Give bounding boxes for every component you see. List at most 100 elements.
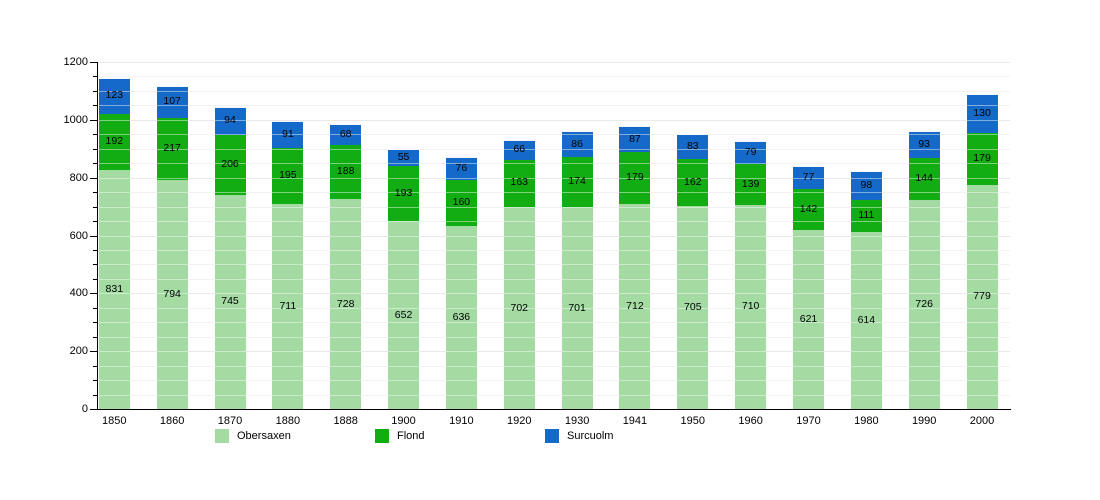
minor-gridline xyxy=(97,76,1010,77)
bar-segment-surcuolm-1970 xyxy=(793,166,824,190)
bar-segment-obersaxen-1850 xyxy=(98,168,130,409)
y-minor-tick xyxy=(93,105,97,106)
y-axis-tick-label: 800 xyxy=(69,172,88,184)
legend: Obersaxen Flond Surcuolm xyxy=(0,428,1100,448)
y-minor-tick xyxy=(93,279,97,280)
bar-segment-flond-1880 xyxy=(272,147,304,205)
bar-segment-obersaxen-1941 xyxy=(619,203,651,409)
y-major-tick xyxy=(90,62,97,63)
bar-segment-flond-1920 xyxy=(503,158,535,207)
y-minor-tick xyxy=(93,264,97,265)
gridlines-under-layer xyxy=(97,62,1010,409)
bar-segment-flond-1941 xyxy=(619,151,651,205)
minor-gridline xyxy=(97,250,1010,251)
bar-segment-obersaxen-1920 xyxy=(503,206,535,409)
bar-segment-obersaxen-1880 xyxy=(272,203,304,409)
bar-segment-flond-1960 xyxy=(735,163,767,205)
bar-segment-obersaxen-1870 xyxy=(214,193,246,409)
y-minor-tick xyxy=(93,207,97,208)
bar-segment-obersaxen-1888 xyxy=(330,198,362,409)
plot-area: 831 192 123 794 217 107 745 206 94 711 195 91 728 188… xyxy=(97,62,1010,409)
bar-segment-surcuolm-1920 xyxy=(503,139,535,160)
bar-segment-obersaxen-2000 xyxy=(966,183,998,409)
y-minor-tick xyxy=(93,366,97,367)
y-major-tick xyxy=(90,236,97,237)
legend-label: Obersaxen xyxy=(237,430,291,442)
x-axis-tick-label-1930: 1930 xyxy=(564,415,590,427)
x-axis-tick-label-1870: 1870 xyxy=(217,415,243,427)
bar-segment-surcuolm-1990 xyxy=(908,130,940,159)
y-axis-tick-label: 600 xyxy=(69,230,88,242)
bar-segment-obersaxen-1950 xyxy=(677,205,709,409)
y-minor-tick xyxy=(93,76,97,77)
x-axis-tick-label-1970: 1970 xyxy=(796,415,821,427)
x-axis-line xyxy=(97,409,1011,410)
bar-segment-surcuolm-1900 xyxy=(388,148,420,166)
bar-segment-obersaxen-1970 xyxy=(793,229,824,409)
y-minor-tick xyxy=(93,192,97,193)
minor-gridline xyxy=(97,308,1010,309)
minor-gridline xyxy=(97,221,1010,222)
bar-segment-surcuolm-1880 xyxy=(272,120,304,148)
bar-segment-surcuolm-1860 xyxy=(156,85,188,118)
bar-segment-obersaxen-1900 xyxy=(388,220,420,409)
bars-layer xyxy=(97,62,1010,409)
y-minor-tick xyxy=(93,91,97,92)
minor-gridline xyxy=(97,192,1010,193)
x-axis-tick-label-1880: 1880 xyxy=(275,415,301,427)
bar-segment-flond-1980 xyxy=(850,199,882,233)
legend-swatch-surcuolm xyxy=(545,429,559,443)
bar-segment-flond-1860 xyxy=(156,116,188,181)
y-minor-tick xyxy=(93,149,97,150)
y-minor-tick xyxy=(93,308,97,309)
y-minor-tick xyxy=(93,380,97,381)
x-axis-tick-label-1920: 1920 xyxy=(507,415,532,427)
minor-gridline xyxy=(97,322,1010,323)
y-major-tick xyxy=(90,351,97,352)
y-minor-tick xyxy=(93,134,97,135)
y-major-tick xyxy=(90,409,97,410)
bar-segment-obersaxen-1980 xyxy=(850,231,882,409)
legend-label: Surcuolm xyxy=(567,430,614,442)
y-minor-tick xyxy=(93,163,97,164)
bar-segment-surcuolm-1950 xyxy=(677,134,709,160)
bar-segment-obersaxen-1860 xyxy=(156,179,188,409)
minor-gridline xyxy=(97,264,1010,265)
x-axis-tick-label-1980: 1980 xyxy=(854,415,879,427)
bar-segment-flond-1930 xyxy=(561,155,593,208)
y-axis-tick-label: 400 xyxy=(69,287,88,299)
x-axis-tick-label-1860: 1860 xyxy=(159,415,185,427)
y-axis-tick-label: 200 xyxy=(69,345,88,357)
minor-gridline xyxy=(97,337,1010,338)
minor-gridline xyxy=(97,366,1010,367)
legend-swatch-obersaxen xyxy=(215,429,229,443)
y-minor-tick xyxy=(93,250,97,251)
x-axis-tick-label-2000: 2000 xyxy=(969,415,995,427)
major-gridline xyxy=(97,293,1010,294)
x-axis-tick-label-1990: 1990 xyxy=(911,415,937,427)
bar-segment-surcuolm-1870 xyxy=(214,106,246,135)
bar-segment-surcuolm-1980 xyxy=(850,171,882,201)
major-gridline xyxy=(97,178,1010,179)
y-minor-tick xyxy=(93,395,97,396)
bar-segment-flond-2000 xyxy=(966,131,998,185)
bar-segment-flond-1910 xyxy=(445,178,477,227)
bar-segment-surcuolm-1888 xyxy=(330,124,362,146)
minor-gridline xyxy=(97,91,1010,92)
bar-segment-flond-1870 xyxy=(214,134,246,195)
minor-gridline xyxy=(97,134,1010,135)
bar-segment-flond-1850 xyxy=(98,113,130,170)
y-axis-line xyxy=(97,62,98,410)
major-gridline xyxy=(97,62,1010,63)
bar-segment-surcuolm-1941 xyxy=(619,126,651,153)
minor-gridline xyxy=(97,380,1010,381)
minor-gridline xyxy=(97,279,1010,280)
minor-gridline xyxy=(97,163,1010,164)
bar-segment-surcuolm-1850 xyxy=(98,77,130,115)
bar-segment-flond-1950 xyxy=(677,158,709,207)
y-minor-tick xyxy=(93,322,97,323)
x-axis-tick-label-1950: 1950 xyxy=(680,415,706,427)
legend-label: Flond xyxy=(397,430,425,442)
minor-gridline xyxy=(97,395,1010,396)
